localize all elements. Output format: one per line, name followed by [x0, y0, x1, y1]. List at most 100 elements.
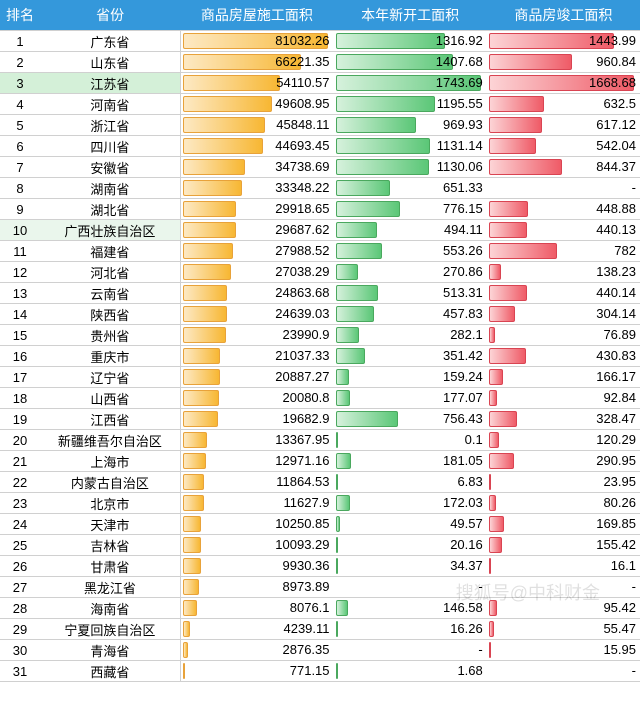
- bar-value: 49608.95: [275, 96, 329, 111]
- bar: [489, 117, 543, 133]
- rank-cell: 8: [0, 178, 40, 199]
- bar-value: -: [478, 642, 482, 657]
- bar-value: 632.5: [603, 96, 636, 111]
- col-b-cell: -: [334, 640, 487, 661]
- col-b-cell: 16.26: [334, 619, 487, 640]
- rank-cell: 5: [0, 115, 40, 136]
- table-row: 31西藏省771.151.68-: [0, 661, 640, 682]
- table-row: 8湖南省33348.22 651.33-: [0, 178, 640, 199]
- province-cell: 上海市: [40, 451, 180, 472]
- table-row: 13云南省24863.68513.31440.14: [0, 283, 640, 304]
- col-c-cell: 155.42: [487, 535, 640, 556]
- bar-value: 328.47: [596, 411, 636, 426]
- col-c-cell: 960.84: [487, 52, 640, 73]
- bar: [489, 54, 572, 70]
- table-row: 19江西省19682.9756.43328.47: [0, 409, 640, 430]
- col-b-cell: 1743.69: [334, 73, 487, 94]
- col-b-cell: 181.05: [334, 451, 487, 472]
- province-cell: 广东省: [40, 31, 180, 52]
- col-c-cell: 80.26: [487, 493, 640, 514]
- bar-value: 23.95: [603, 474, 636, 489]
- bar-value: 448.88: [596, 201, 636, 216]
- bar-value: 13367.95: [275, 432, 329, 447]
- bar: [489, 201, 528, 217]
- bar: [183, 96, 272, 112]
- table-row: 7安徽省34738.691130.06844.37: [0, 157, 640, 178]
- col-b-cell: 20.16: [334, 535, 487, 556]
- bar: [336, 327, 359, 343]
- col-a-cell: 10093.29: [180, 535, 333, 556]
- bar-value: 651.33: [443, 180, 483, 195]
- bar-value: 8076.1: [290, 600, 330, 615]
- province-cell: 西藏省: [40, 661, 180, 682]
- bar-value: 16.1: [611, 558, 636, 573]
- bar: [336, 180, 390, 196]
- bar: [489, 642, 491, 658]
- rank-cell: 31: [0, 661, 40, 682]
- col-a-cell: 11864.53: [180, 472, 333, 493]
- bar-value: 29687.62: [275, 222, 329, 237]
- col-a-cell: 20080.8: [180, 388, 333, 409]
- col-b-cell: 1407.68: [334, 52, 487, 73]
- province-cell: 辽宁省: [40, 367, 180, 388]
- bar: [489, 411, 518, 427]
- rank-cell: 15: [0, 325, 40, 346]
- province-cell: 湖南省: [40, 178, 180, 199]
- bar: [489, 243, 557, 259]
- col-a-cell: 54110.57: [180, 73, 333, 94]
- bar-value: 66221.35: [275, 54, 329, 69]
- rank-cell: 13: [0, 283, 40, 304]
- col-a-cell: 29687.62: [180, 220, 333, 241]
- bar-value: 1316.92: [436, 33, 483, 48]
- col-a-cell: 33348.22: [180, 178, 333, 199]
- bar-value: 23990.9: [283, 327, 330, 342]
- bar-value: 756.43: [443, 411, 483, 426]
- bar: [183, 306, 227, 322]
- bar-value: 1743.69: [436, 75, 483, 90]
- bar: [336, 369, 349, 385]
- table-row: 26甘肃省9930.3634.3716.1: [0, 556, 640, 577]
- province-cell: 山东省: [40, 52, 180, 73]
- bar-value: -: [632, 663, 636, 678]
- bar-value: 6.83: [457, 474, 482, 489]
- table-row: 3江苏省54110.571743.691668.68: [0, 73, 640, 94]
- bar: [336, 663, 338, 679]
- header-col-c: 商品房竣工面积: [487, 0, 640, 31]
- bar-value: 166.17: [596, 369, 636, 384]
- bar: [489, 474, 491, 490]
- bar-value: 8973.89: [283, 579, 330, 594]
- table-row: 4河南省49608.951195.55632.5: [0, 94, 640, 115]
- col-c-cell: 92.84: [487, 388, 640, 409]
- bar: [183, 663, 185, 679]
- rank-cell: 26: [0, 556, 40, 577]
- bar-value: 553.26: [443, 243, 483, 258]
- bar: [489, 390, 497, 406]
- bar-value: 11627.9: [283, 495, 329, 510]
- bar: [489, 537, 503, 553]
- col-a-cell: 27988.52: [180, 241, 333, 262]
- bar-value: 181.05: [443, 453, 483, 468]
- rank-cell: 18: [0, 388, 40, 409]
- col-a-cell: 23990.9: [180, 325, 333, 346]
- bar: [336, 222, 377, 238]
- col-b-cell: 172.03: [334, 493, 487, 514]
- province-cell: 安徽省: [40, 157, 180, 178]
- bar: [336, 159, 430, 175]
- table-row: 5浙江省45848.11969.93617.12: [0, 115, 640, 136]
- col-a-cell: 34738.69: [180, 157, 333, 178]
- col-a-cell: 10250.85: [180, 514, 333, 535]
- col-b-cell: 177.07: [334, 388, 487, 409]
- bar-value: 21037.33: [275, 348, 329, 363]
- col-c-cell: -: [487, 178, 640, 199]
- bar-value: 282.1: [450, 327, 483, 342]
- table-row: 27黑龙江省8973.89--: [0, 577, 640, 598]
- province-cell: 陕西省: [40, 304, 180, 325]
- col-c-cell: 448.88: [487, 199, 640, 220]
- col-b-cell: 553.26: [334, 241, 487, 262]
- rank-cell: 6: [0, 136, 40, 157]
- table-row: 25吉林省10093.2920.16155.42: [0, 535, 640, 556]
- col-c-cell: 782: [487, 241, 640, 262]
- bar-value: 20.16: [450, 537, 483, 552]
- bar-value: 1131.14: [437, 138, 483, 153]
- table-row: 18山西省20080.8177.0792.84: [0, 388, 640, 409]
